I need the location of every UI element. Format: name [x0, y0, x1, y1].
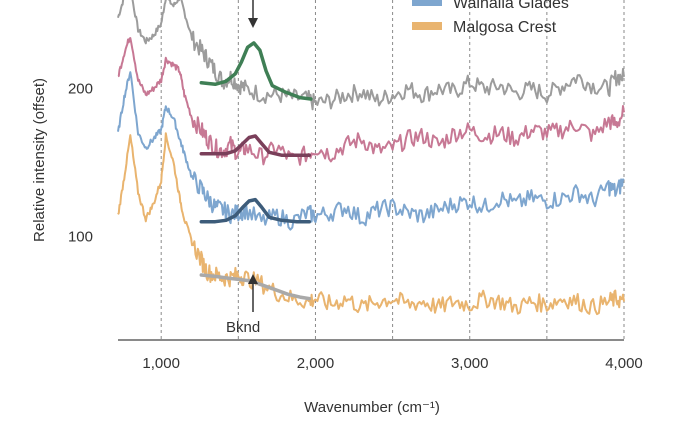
- bknd-label: Bknd: [226, 319, 260, 336]
- y-tick-label: 200: [68, 81, 93, 98]
- series-line-2: [117, 71, 625, 231]
- legend: Walhalla Glades Malgosa Crest: [412, 0, 569, 36]
- fit-line-0: [199, 41, 313, 101]
- x-gridlines: [160, 0, 625, 340]
- peak-arrow: [248, 0, 258, 28]
- series-line-3: [117, 132, 625, 316]
- legend-label-malgosa: Malgosa Crest: [453, 19, 557, 36]
- x-tick-label: 4,000: [605, 355, 643, 372]
- legend-swatch-walhalla: [412, 0, 442, 6]
- tick-labels: 1,000 2,000 3,000 4,000 100 200: [68, 81, 643, 372]
- x-tick-label: 2,000: [297, 355, 335, 372]
- x-tick-label: 3,000: [451, 355, 489, 372]
- x-tick-label: 1,000: [142, 355, 180, 372]
- spectra-series: [117, 0, 625, 316]
- y-axis-title: Relative intensity (offset): [31, 78, 48, 242]
- fit-line-2: [199, 197, 312, 224]
- legend-swatch-malgosa: [412, 22, 442, 30]
- legend-label-walhalla: Walhalla Glades: [453, 0, 569, 12]
- x-axis-title: Wavenumber (cm⁻¹): [304, 399, 440, 416]
- y-tick-label: 100: [68, 229, 93, 246]
- fit-line-1: [199, 134, 312, 157]
- bknd-annotation: Bknd: [226, 274, 260, 336]
- series-line-0: [117, 0, 625, 111]
